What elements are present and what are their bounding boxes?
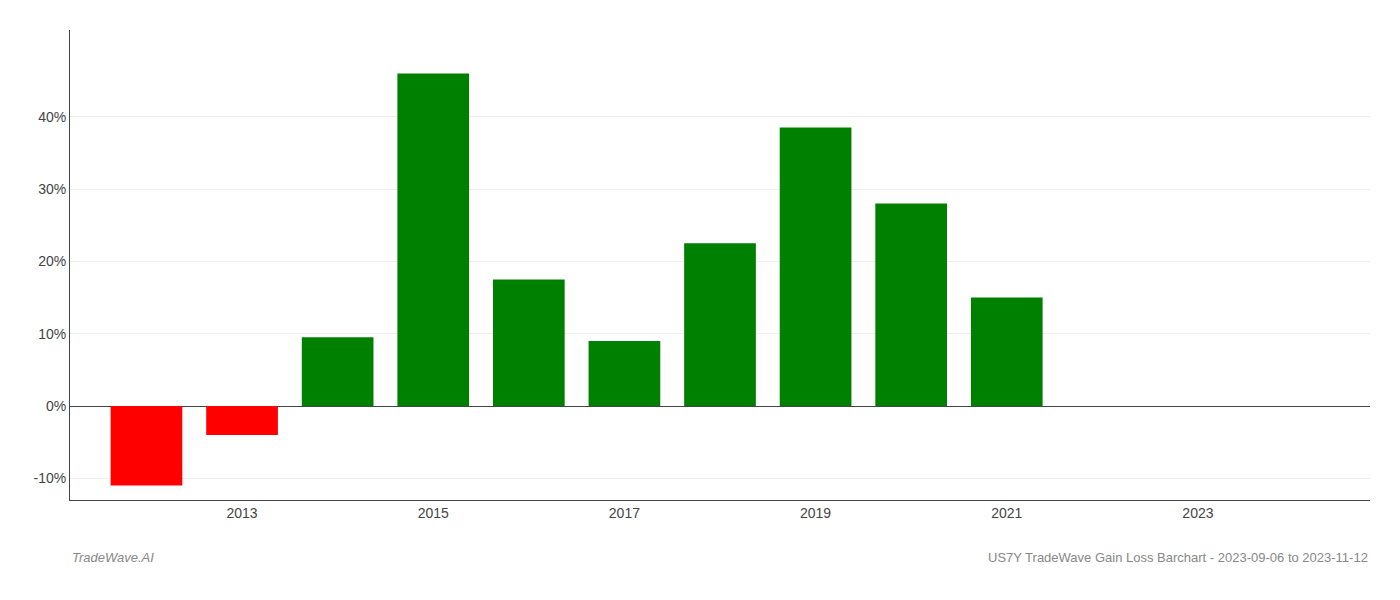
svg-text:0%: 0%	[46, 398, 66, 414]
svg-text:2015: 2015	[418, 505, 449, 521]
svg-text:2017: 2017	[609, 505, 640, 521]
svg-text:2023: 2023	[1182, 505, 1213, 521]
svg-text:2013: 2013	[226, 505, 257, 521]
svg-text:US7Y TradeWave Gain Loss Barch: US7Y TradeWave Gain Loss Barchart - 2023…	[988, 550, 1368, 565]
svg-text:30%: 30%	[38, 181, 66, 197]
svg-text:10%: 10%	[38, 326, 66, 342]
svg-text:TradeWave.AI: TradeWave.AI	[72, 550, 154, 565]
svg-text:-10%: -10%	[34, 470, 67, 486]
svg-text:2021: 2021	[991, 505, 1022, 521]
svg-text:20%: 20%	[38, 253, 66, 269]
svg-text:40%: 40%	[38, 109, 66, 125]
svg-text:2019: 2019	[800, 505, 831, 521]
